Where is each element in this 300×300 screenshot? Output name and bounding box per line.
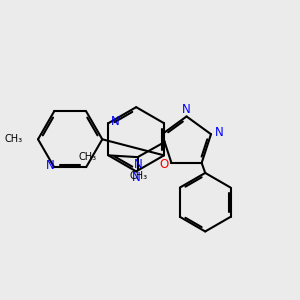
Text: N: N — [110, 115, 119, 128]
Text: N: N — [134, 158, 143, 172]
Text: CH₃: CH₃ — [79, 152, 97, 162]
Text: N: N — [182, 103, 191, 116]
Text: CH₃: CH₃ — [130, 171, 148, 181]
Text: N: N — [45, 159, 54, 172]
Text: N: N — [214, 126, 223, 139]
Text: CH₃: CH₃ — [5, 134, 23, 144]
Text: N: N — [132, 171, 141, 184]
Text: O: O — [160, 158, 169, 171]
